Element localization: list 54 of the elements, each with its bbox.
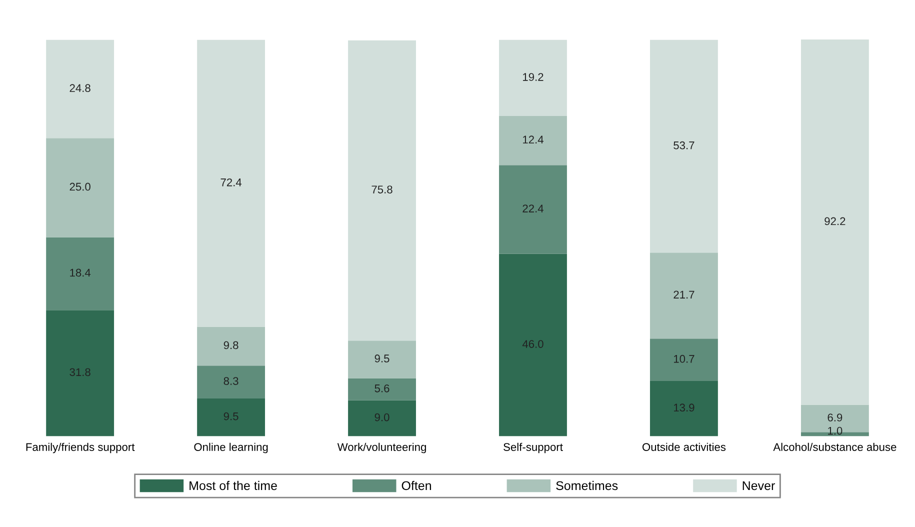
data-label: 75.8 [372, 186, 392, 194]
data-label: 10.7 [674, 354, 694, 363]
legend-label: Often [402, 480, 432, 490]
legend-label: Sometimes [556, 480, 618, 490]
data-label: 9.5 [224, 412, 238, 420]
bar [46, 40, 114, 138]
data-label: 18.4 [70, 268, 91, 277]
bar [650, 381, 718, 436]
data-label: 19.2 [523, 73, 544, 81]
data-label: 8.3 [224, 377, 238, 385]
x-tick-label: Alcohol/substance abuse [773, 442, 896, 451]
legend-label: Most of the time [190, 480, 277, 490]
bar [46, 138, 114, 238]
bar [348, 340, 416, 378]
data-label: 9.5 [374, 354, 390, 362]
bar [650, 40, 718, 253]
bar [197, 398, 266, 436]
data-label: 21.7 [674, 290, 694, 299]
data-label: 31.8 [70, 368, 90, 376]
x-tick-label: Work/volunteering [337, 442, 426, 454]
bar [348, 40, 416, 341]
bar [46, 310, 114, 436]
data-label: 13.9 [674, 404, 694, 412]
bar [197, 40, 266, 327]
data-label: 22.4 [522, 204, 544, 212]
data-label: 25.0 [70, 182, 90, 191]
bar [46, 237, 114, 310]
bar [348, 378, 416, 400]
data-label: 6.9 [828, 414, 842, 422]
bar [499, 40, 567, 116]
bar [499, 165, 567, 254]
legend-label: Never [742, 481, 775, 490]
data-label: 92.2 [824, 217, 846, 226]
bar [650, 252, 718, 339]
x-tick-label: Outside activities [642, 442, 726, 451]
bar [499, 116, 567, 166]
data-label: 46.0 [522, 340, 544, 348]
bar [348, 400, 416, 436]
data-label: 72.4 [220, 178, 242, 186]
data-label: 9.0 [374, 413, 390, 422]
x-tick-label: Family/friends support [26, 442, 135, 454]
data-label: 12.4 [523, 136, 544, 144]
bar [650, 338, 718, 382]
x-tick-label: Online learning [194, 442, 268, 454]
data-label: 53.7 [674, 141, 694, 150]
data-label: 1.0 [828, 426, 842, 435]
bar [499, 254, 567, 436]
x-tick-label: Self-support [504, 442, 563, 454]
data-label: 9.8 [224, 341, 238, 350]
bar [197, 366, 266, 398]
data-label: 5.6 [374, 384, 390, 392]
bar [800, 40, 869, 405]
data-label: 24.8 [70, 84, 90, 92]
bar [197, 326, 266, 366]
